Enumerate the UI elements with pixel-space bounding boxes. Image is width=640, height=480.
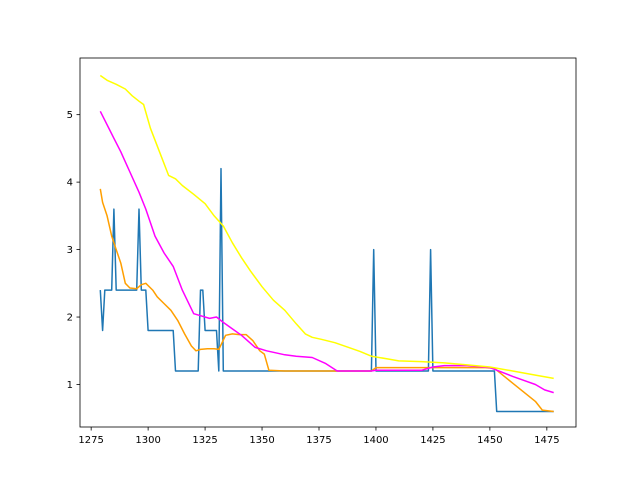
y-tick-label: 5 bbox=[67, 110, 73, 121]
x-tick-label: 1450 bbox=[477, 435, 502, 446]
y-tick-label: 3 bbox=[67, 245, 73, 256]
axes-layer: 1275 1300 1325 1350 1375 1400 1425 1450 1475 1 2 3 4… bbox=[67, 110, 560, 446]
series-line-4 bbox=[99, 74, 554, 380]
y-tick-label: 4 bbox=[67, 178, 73, 189]
series-line-1 bbox=[99, 167, 554, 413]
x-tick-label: 1475 bbox=[534, 435, 559, 446]
x-tick-label: 1350 bbox=[249, 435, 274, 446]
y-tick-label: 2 bbox=[67, 313, 73, 324]
y-tick-label: 1 bbox=[67, 380, 73, 391]
x-tick-label: 1375 bbox=[306, 435, 331, 446]
x-tick-label: 1400 bbox=[363, 435, 388, 446]
series-line-3 bbox=[99, 110, 554, 394]
x-tick-label: 1275 bbox=[78, 435, 103, 446]
series-line-2 bbox=[99, 188, 554, 413]
plot-frame bbox=[79, 57, 577, 428]
series-layer bbox=[99, 74, 554, 413]
x-tick-label: 1425 bbox=[420, 435, 445, 446]
x-tick-label: 1325 bbox=[192, 435, 217, 446]
x-tick-label: 1300 bbox=[135, 435, 160, 446]
